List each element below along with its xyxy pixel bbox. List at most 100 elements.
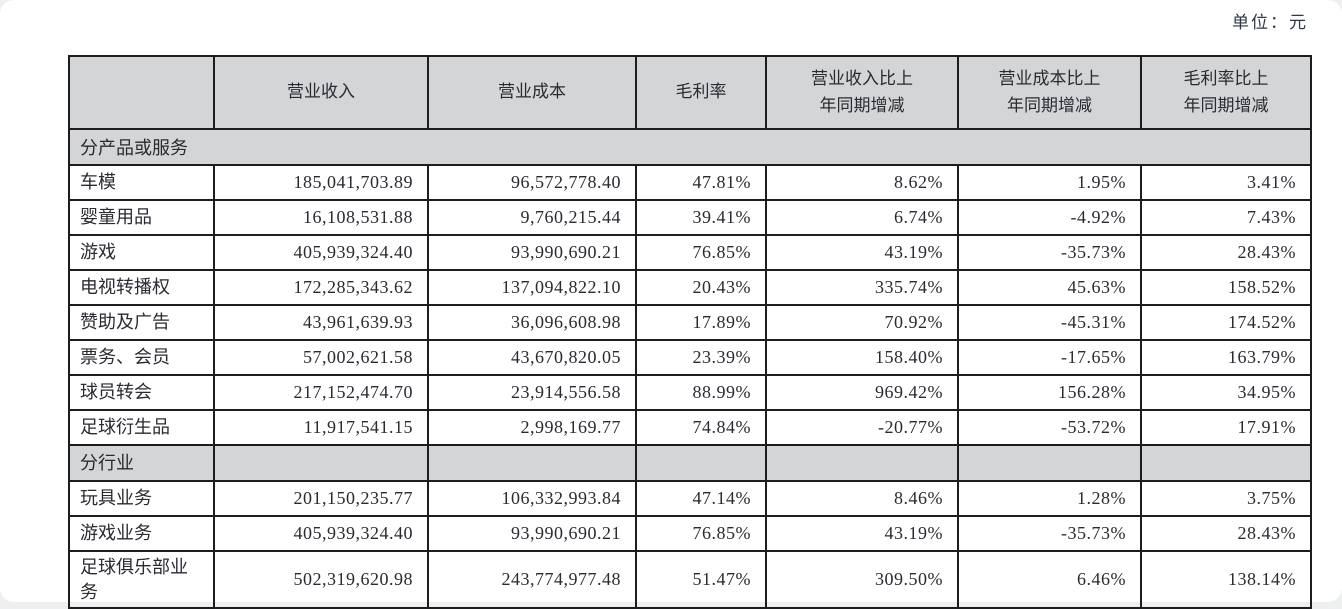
table-row: 游戏 405,939,324.40 93,990,690.21 76.85% 4… (68, 234, 1312, 271)
column-header-empty (68, 55, 215, 130)
cell-revenue-yoy: 969.42% (765, 374, 959, 411)
row-label: 电视转播权 (68, 269, 215, 306)
unit-label: 单位：元 (1232, 13, 1308, 32)
cell-revenue-yoy: 158.40% (765, 339, 959, 376)
section-row-industry: 分行业 (68, 444, 1312, 482)
row-label: 婴童用品 (68, 199, 215, 236)
section-label: 分产品或服务 (68, 128, 1312, 166)
table-row: 赞助及广告 43,961,639.93 36,096,608.98 17.89%… (68, 304, 1312, 341)
cell-revenue-yoy: 6.74% (765, 199, 959, 236)
cell-margin: 17.89% (635, 304, 767, 341)
cell-cost-yoy: 1.95% (957, 164, 1142, 201)
table-row: 玩具业务 201,150,235.77 106,332,993.84 47.14… (68, 480, 1312, 517)
cell-margin: 74.84% (635, 409, 767, 446)
cell-cost: 93,990,690.21 (427, 234, 637, 271)
cell-revenue-yoy: 8.62% (765, 164, 959, 201)
cell-margin-yoy: 158.52% (1140, 269, 1312, 306)
row-label: 赞助及广告 (68, 304, 215, 341)
row-label: 足球衍生品 (68, 409, 215, 446)
cell-margin-yoy: 138.14% (1140, 550, 1312, 609)
cell-cost-yoy: -4.92% (957, 199, 1142, 236)
row-label: 游戏 (68, 234, 215, 271)
cell-revenue: 172,285,343.62 (213, 269, 429, 306)
cell-revenue: 185,041,703.89 (213, 164, 429, 201)
cell-cost: 36,096,608.98 (427, 304, 637, 341)
column-header-cost: 营业成本 (427, 55, 637, 130)
table-row: 车模 185,041,703.89 96,572,778.40 47.81% 8… (68, 164, 1312, 201)
financial-table: 营业收入 营业成本 毛利率 营业收入比上 年同期增减 营业成本比上 年同期增减 … (68, 55, 1312, 609)
cell-revenue: 57,002,621.58 (213, 339, 429, 376)
cell-cost: 9,760,215.44 (427, 199, 637, 236)
cell-cost-yoy: -35.73% (957, 515, 1142, 552)
section-empty-cell (1140, 444, 1312, 482)
cell-cost-yoy: 45.63% (957, 269, 1142, 306)
cell-margin-yoy: 3.75% (1140, 480, 1312, 517)
table-header-row: 营业收入 营业成本 毛利率 营业收入比上 年同期增减 营业成本比上 年同期增减 … (68, 55, 1312, 130)
section-label: 分行业 (68, 444, 215, 482)
cell-margin-yoy: 17.91% (1140, 409, 1312, 446)
cell-cost-yoy: -45.31% (957, 304, 1142, 341)
cell-revenue: 43,961,639.93 (213, 304, 429, 341)
cell-revenue: 405,939,324.40 (213, 515, 429, 552)
cell-cost-yoy: -17.65% (957, 339, 1142, 376)
cell-margin: 47.14% (635, 480, 767, 517)
cell-cost: 243,774,977.48 (427, 550, 637, 609)
cell-revenue: 405,939,324.40 (213, 234, 429, 271)
cell-revenue-yoy: 309.50% (765, 550, 959, 609)
cell-margin: 88.99% (635, 374, 767, 411)
cell-margin: 76.85% (635, 234, 767, 271)
cell-cost-yoy: -35.73% (957, 234, 1142, 271)
section-empty-cell (957, 444, 1142, 482)
cell-cost: 93,990,690.21 (427, 515, 637, 552)
cell-revenue: 217,152,474.70 (213, 374, 429, 411)
cell-margin-yoy: 34.95% (1140, 374, 1312, 411)
column-header-margin: 毛利率 (635, 55, 767, 130)
cell-cost: 23,914,556.58 (427, 374, 637, 411)
row-label: 玩具业务 (68, 480, 215, 517)
cell-revenue-yoy: 335.74% (765, 269, 959, 306)
table-row: 游戏业务 405,939,324.40 93,990,690.21 76.85%… (68, 515, 1312, 552)
table-row: 球员转会 217,152,474.70 23,914,556.58 88.99%… (68, 374, 1312, 411)
table-row: 足球衍生品 11,917,541.15 2,998,169.77 74.84% … (68, 409, 1312, 446)
cell-margin-yoy: 7.43% (1140, 199, 1312, 236)
row-label: 足球俱乐部业务 (68, 550, 215, 609)
cell-margin-yoy: 28.43% (1140, 234, 1312, 271)
section-empty-cell (635, 444, 767, 482)
table-row: 婴童用品 16,108,531.88 9,760,215.44 39.41% 6… (68, 199, 1312, 236)
cell-revenue-yoy: 8.46% (765, 480, 959, 517)
column-header-revenue: 营业收入 (213, 55, 429, 130)
cell-cost-yoy: 156.28% (957, 374, 1142, 411)
cell-revenue: 502,319,620.98 (213, 550, 429, 609)
cell-margin: 51.47% (635, 550, 767, 609)
row-label: 票务、会员 (68, 339, 215, 376)
cell-cost-yoy: 1.28% (957, 480, 1142, 517)
section-empty-cell (765, 444, 959, 482)
cell-cost-yoy: -53.72% (957, 409, 1142, 446)
table-row: 票务、会员 57,002,621.58 43,670,820.05 23.39%… (68, 339, 1312, 376)
cell-margin: 23.39% (635, 339, 767, 376)
cell-margin: 47.81% (635, 164, 767, 201)
row-label: 车模 (68, 164, 215, 201)
row-label: 球员转会 (68, 374, 215, 411)
cell-cost: 106,332,993.84 (427, 480, 637, 517)
cell-margin: 20.43% (635, 269, 767, 306)
cell-margin: 76.85% (635, 515, 767, 552)
cell-cost: 43,670,820.05 (427, 339, 637, 376)
section-empty-cell (427, 444, 637, 482)
cell-cost: 137,094,822.10 (427, 269, 637, 306)
cell-revenue: 201,150,235.77 (213, 480, 429, 517)
column-header-cost-yoy: 营业成本比上 年同期增减 (957, 55, 1142, 130)
cell-revenue: 16,108,531.88 (213, 199, 429, 236)
cell-revenue-yoy: 43.19% (765, 234, 959, 271)
cell-margin-yoy: 3.41% (1140, 164, 1312, 201)
cell-margin-yoy: 28.43% (1140, 515, 1312, 552)
cell-cost: 96,572,778.40 (427, 164, 637, 201)
section-row-products: 分产品或服务 (68, 128, 1312, 166)
cell-margin: 39.41% (635, 199, 767, 236)
cell-cost-yoy: 6.46% (957, 550, 1142, 609)
column-header-margin-yoy: 毛利率比上 年同期增减 (1140, 55, 1312, 130)
cell-revenue-yoy: 70.92% (765, 304, 959, 341)
cell-revenue: 11,917,541.15 (213, 409, 429, 446)
cell-revenue-yoy: 43.19% (765, 515, 959, 552)
